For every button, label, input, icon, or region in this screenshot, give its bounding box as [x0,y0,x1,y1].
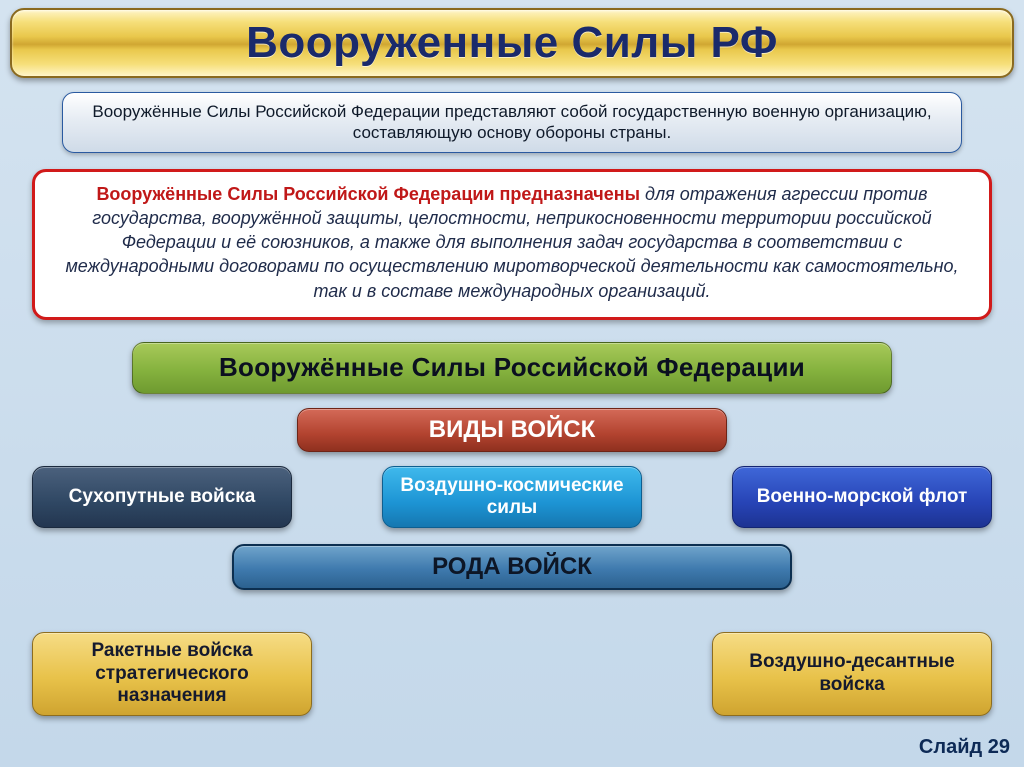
roda-row: Ракетные войска стратегического назначен… [32,632,992,716]
branch-land: Сухопутные войска [32,466,292,528]
org-header: Вооружённые Силы Российской Федерации [132,342,892,394]
roda-item-label: Ракетные войска стратегического назначен… [43,640,301,708]
purpose-box: Вооружённые Силы Российской Федерации пр… [32,169,992,320]
roda-header-text: РОДА ВОЙСК [432,553,592,581]
branches-row: Сухопутные войска Воздушно-космические с… [32,466,992,528]
types-header: ВИДЫ ВОЙСК [297,408,727,452]
roda-strategic-rocket: Ракетные войска стратегического назначен… [32,632,312,716]
branch-label: Военно-морской флот [757,486,968,508]
branch-aerospace: Воздушно-космические силы [382,466,642,528]
page-title: Вооруженные Силы РФ [246,18,778,68]
roda-header: РОДА ВОЙСК [232,544,792,590]
roda-airborne: Воздушно-десантные войска [712,632,992,716]
branch-label: Воздушно-космические силы [393,475,631,519]
subtitle-box: Вооружённые Силы Российской Федерации пр… [62,92,962,153]
branch-label: Сухопутные войска [69,486,256,508]
roda-item-label: Воздушно-десантные войска [723,651,981,697]
subtitle-text: Вооружённые Силы Российской Федерации пр… [92,102,931,142]
title-banner: Вооруженные Силы РФ [10,8,1014,78]
slide-number: Слайд 29 [919,736,1010,759]
purpose-lead: Вооружённые Силы Российской Федерации пр… [96,184,640,204]
branch-navy: Военно-морской флот [732,466,992,528]
org-header-text: Вооружённые Силы Российской Федерации [219,352,805,383]
types-header-text: ВИДЫ ВОЙСК [429,416,595,444]
